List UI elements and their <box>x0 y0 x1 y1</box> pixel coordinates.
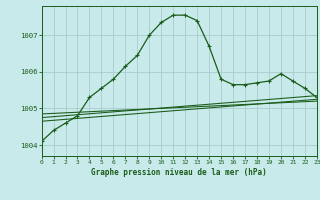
X-axis label: Graphe pression niveau de la mer (hPa): Graphe pression niveau de la mer (hPa) <box>91 168 267 177</box>
